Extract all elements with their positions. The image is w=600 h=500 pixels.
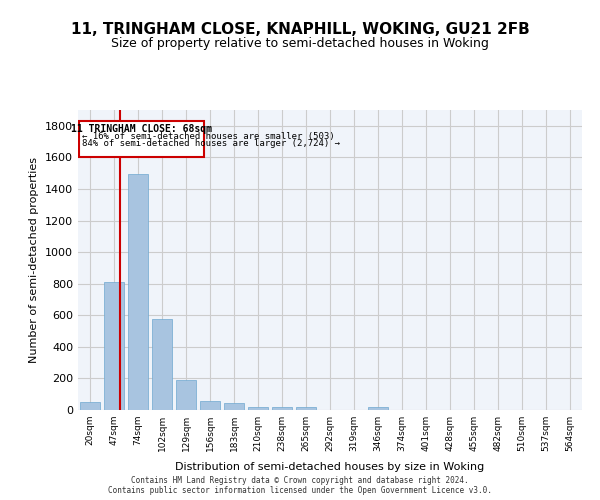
Bar (80, 402, 100, 410)
FancyBboxPatch shape (79, 121, 204, 158)
Bar (200, 400, 220, 410)
Text: 11 TRINGHAM CLOSE: 68sqm: 11 TRINGHAM CLOSE: 68sqm (71, 124, 212, 134)
Bar (368, 408, 388, 410)
Text: 84% of semi-detached houses are larger (2,724) →: 84% of semi-detached houses are larger (… (82, 139, 340, 148)
X-axis label: Distribution of semi-detached houses by size in Woking: Distribution of semi-detached houses by … (175, 462, 485, 472)
Text: ← 16% of semi-detached houses are smaller (503): ← 16% of semi-detached houses are smalle… (82, 132, 334, 141)
Text: 11, TRINGHAM CLOSE, KNAPHILL, WOKING, GU21 2FB: 11, TRINGHAM CLOSE, KNAPHILL, WOKING, GU… (71, 22, 529, 38)
Bar (248, 407, 268, 410)
Bar (176, 380, 196, 410)
Bar (152, 318, 172, 410)
Bar (224, 404, 244, 410)
Text: Size of property relative to semi-detached houses in Woking: Size of property relative to semi-detach… (111, 38, 489, 51)
Bar (128, 174, 148, 410)
Y-axis label: Number of semi-detached properties: Number of semi-detached properties (29, 157, 40, 363)
Text: Contains HM Land Registry data © Crown copyright and database right 2024.
Contai: Contains HM Land Registry data © Crown c… (108, 476, 492, 495)
Bar (272, 406, 292, 410)
Bar (104, 282, 124, 410)
Bar (296, 407, 316, 410)
